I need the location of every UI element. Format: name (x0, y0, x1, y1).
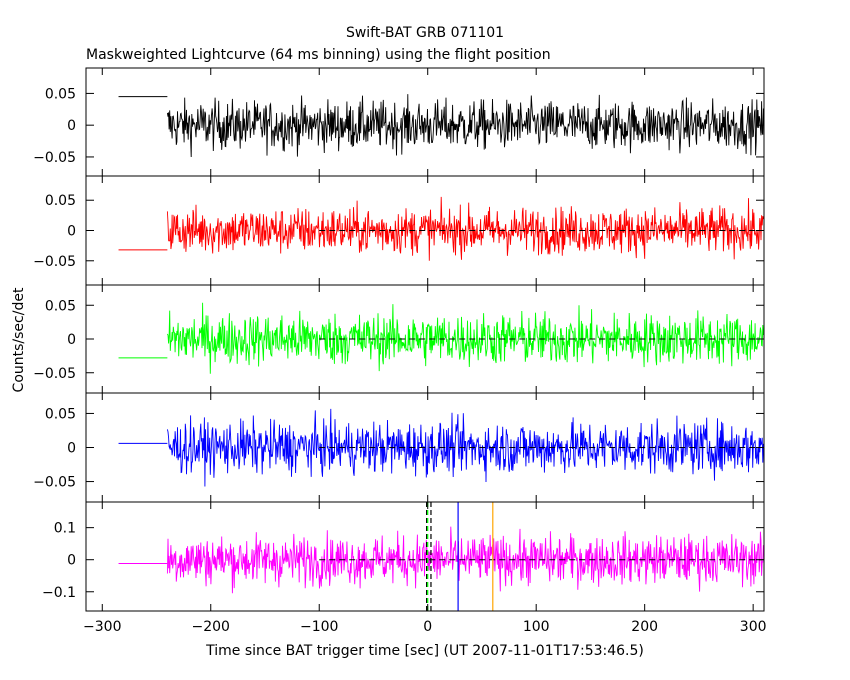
panel-1: −0.05 0 0.05 (33, 67, 765, 177)
y-tick-label: −0.05 (33, 366, 76, 382)
x-tick-label: −100 (300, 619, 338, 635)
y-tick-label: 0 (67, 224, 76, 240)
x-tick-label: 300 (740, 619, 767, 635)
y-tick-label: 0 (67, 553, 76, 569)
y-tick-label: 0.05 (45, 193, 76, 209)
lightcurve-trace (166, 408, 764, 487)
x-tick-label: −300 (83, 619, 121, 635)
lightcurve-trace (166, 302, 764, 374)
chart-title: Swift-BAT GRB 071101 (346, 25, 504, 41)
y-tick-label: 0.05 (45, 298, 76, 314)
panel-5: −0.1 0 0.1 (42, 501, 765, 612)
y-tick-label: 0.05 (45, 86, 76, 102)
y-tick-label: 0 (67, 441, 76, 457)
y-tick-label: −0.05 (33, 254, 76, 270)
panel-frame (85, 501, 765, 612)
x-tick-label: 0 (423, 619, 432, 635)
chart-subtitle: Maskweighted Lightcurve (64 ms binning) … (86, 47, 551, 63)
lightcurve-trace (166, 526, 764, 594)
x-tick-label: 200 (631, 619, 658, 635)
lightcurve-trace (166, 94, 764, 158)
lightcurve-trace (166, 196, 764, 261)
y-tick-label: 0 (67, 332, 76, 348)
x-tick-label: −200 (192, 619, 230, 635)
y-tick-label: 0 (67, 118, 76, 134)
y-tick-label: −0.05 (33, 475, 76, 491)
y-tick-label: 0.1 (54, 521, 76, 537)
y-axis-label: Counts/sec/det (11, 287, 27, 392)
panel-4: −0.05 0 0.05 (33, 392, 765, 503)
panel-3: −0.05 0 0.05 (33, 284, 765, 394)
panels: −0.05 0 0.05 −0.05 0 0.05 −0.05 0 0.05 −0.05 0 0.05… (33, 67, 767, 635)
panel-2: −0.05 0 0.05 (33, 175, 765, 286)
x-tick-label: 100 (523, 619, 550, 635)
y-tick-label: −0.05 (33, 150, 76, 166)
y-tick-label: −0.1 (42, 585, 76, 601)
x-axis-label: Time since BAT trigger time [sec] (UT 20… (205, 643, 644, 659)
y-tick-label: 0.05 (45, 406, 76, 422)
